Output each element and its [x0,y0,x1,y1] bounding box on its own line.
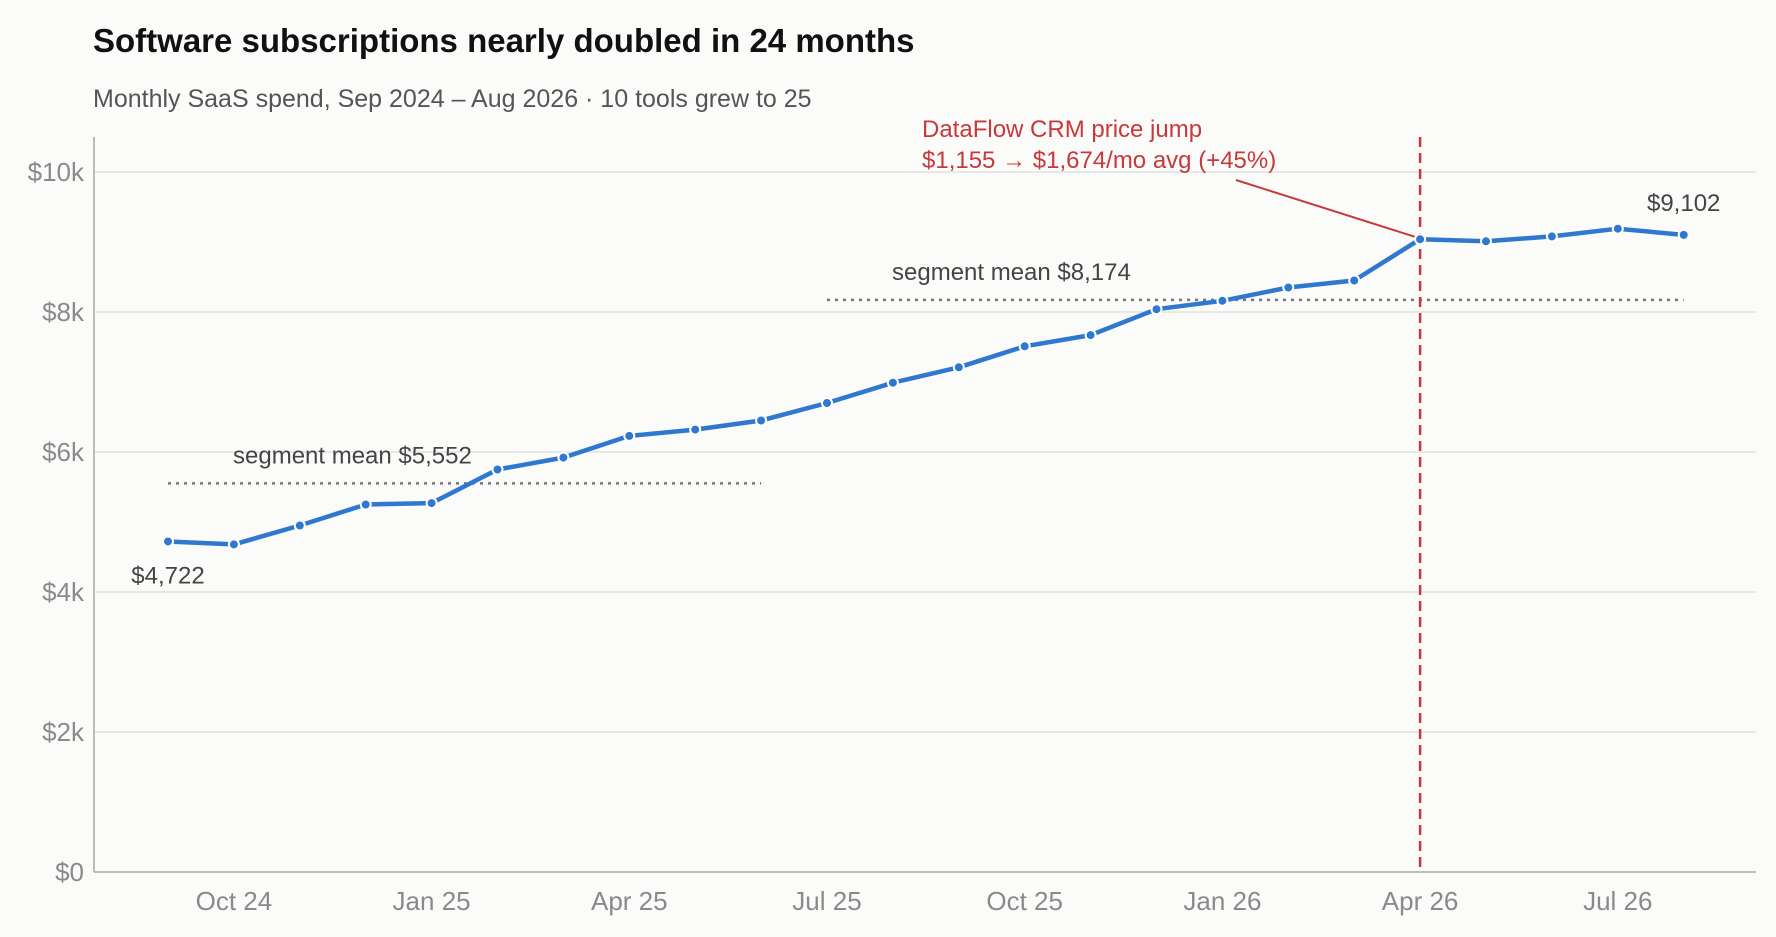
data-point [1677,228,1690,241]
data-point [1084,329,1097,342]
point-label: $9,102 [1647,190,1720,217]
data-point [1216,294,1229,307]
series-line [165,226,1686,547]
data-point [491,463,504,476]
data-point [1282,281,1295,294]
y-tick-label: $8k [42,297,85,327]
data-point [821,397,833,409]
data-point [952,361,965,374]
segment-mean-label: segment mean $8,174 [892,259,1131,286]
data-point [557,451,570,464]
y-tick-label: $0 [55,857,84,887]
data-point [359,498,372,511]
series-spend [162,222,1690,551]
x-tick-label: Oct 24 [196,886,273,916]
data-point [1611,222,1624,235]
point-label: $4,722 [131,562,204,589]
event-label-line-1: DataFlow CRM price jump [922,116,1202,143]
data-point [293,519,306,532]
y-tick-label: $10k [28,157,85,187]
y-tick-label: $6k [42,437,85,467]
data-point [886,376,899,389]
x-tick-label: Oct 25 [986,886,1063,916]
event-annotation: DataFlow CRM price jump $1,155 → $1,674/m… [922,116,1422,872]
data-point [425,497,438,510]
data-point [1480,235,1492,248]
segment-mean-label: segment mean $5,552 [233,442,472,469]
x-tick-label: Jul 26 [1583,886,1652,916]
data-point [1348,274,1361,287]
data-point [162,535,174,548]
data-point [1414,233,1427,246]
segment-means: segment mean $5,552 segment mean $8,174 [168,259,1684,485]
data-point [755,414,768,427]
gridlines [94,171,1756,733]
x-tick-label: Apr 26 [1382,886,1459,916]
chart-title: Software subscriptions nearly doubled in… [93,22,915,59]
event-label-line-2: $1,155 → $1,674/mo avg (+45%) [922,147,1276,174]
x-axis-ticks: Oct 24 Jan 25 Apr 25 Jul 25 Oct 25 Jan 26 Apr … [196,886,1653,916]
data-point [1018,340,1031,353]
data-point [227,538,240,551]
x-tick-label: Apr 25 [591,886,668,916]
y-axis-ticks: $0 $2k $4k $6k $8k $10k [28,157,85,887]
x-tick-label: Jul 25 [792,886,861,916]
axes [93,137,1756,873]
x-tick-label: Jan 26 [1183,886,1261,916]
y-tick-label: $2k [42,717,85,747]
data-point [1545,230,1558,243]
x-tick-label: Jan 25 [393,886,471,916]
chart-subtitle: Monthly SaaS spend, Sep 2024 – Aug 2026 … [93,85,812,113]
point-labels: $4,722 $9,102 [131,190,1720,590]
data-point [1150,303,1163,316]
y-tick-label: $4k [42,577,85,607]
data-point [689,423,702,436]
event-leader-line [1235,179,1417,239]
data-point [623,429,636,442]
